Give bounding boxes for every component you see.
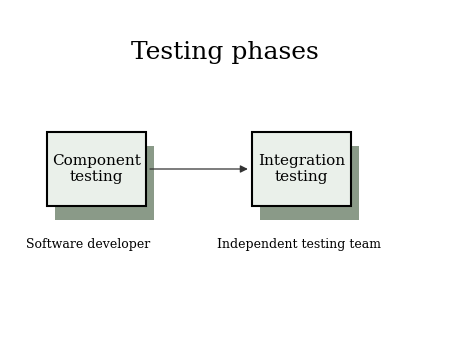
FancyBboxPatch shape xyxy=(55,146,154,220)
Text: Testing phases: Testing phases xyxy=(131,41,319,64)
FancyBboxPatch shape xyxy=(260,146,359,220)
Text: Component
testing: Component testing xyxy=(52,154,141,184)
Text: Software developer: Software developer xyxy=(26,238,150,251)
Text: Integration
testing: Integration testing xyxy=(258,154,345,184)
FancyBboxPatch shape xyxy=(47,132,146,206)
Text: Independent testing team: Independent testing team xyxy=(217,238,381,251)
FancyBboxPatch shape xyxy=(252,132,351,206)
